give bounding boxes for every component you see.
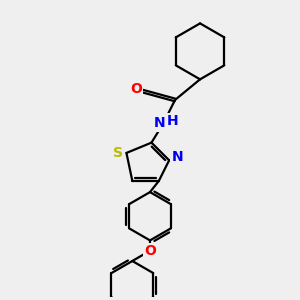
Text: H: H xyxy=(167,114,178,128)
Text: O: O xyxy=(130,82,142,96)
Text: S: S xyxy=(113,146,123,160)
Text: N: N xyxy=(172,150,183,164)
Text: O: O xyxy=(144,244,156,258)
Text: N: N xyxy=(154,116,166,130)
